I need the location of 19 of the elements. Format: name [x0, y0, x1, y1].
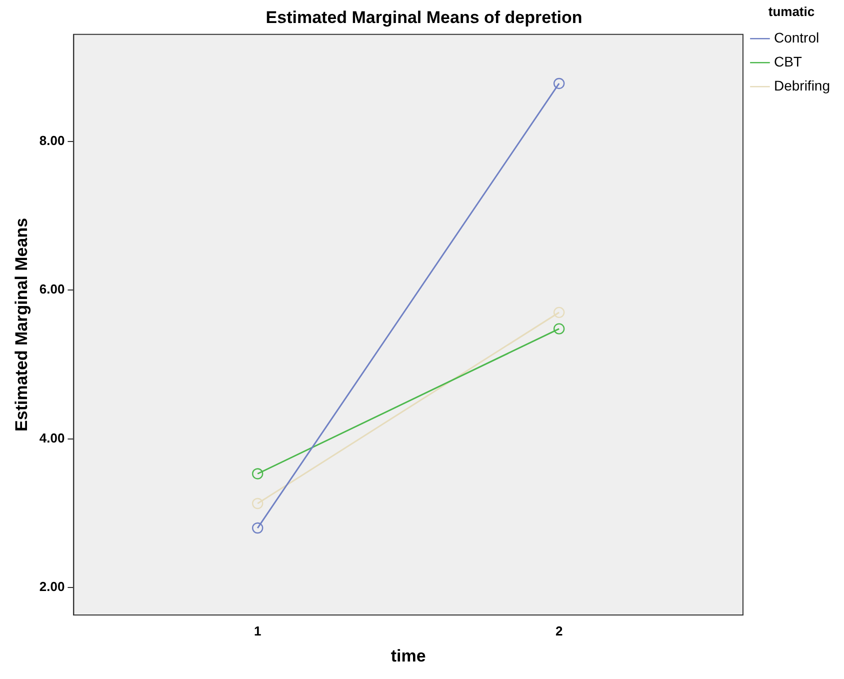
- x-tick-label: 1: [254, 623, 262, 638]
- point: [252, 468, 264, 480]
- y-tick-label: 8.00: [39, 133, 65, 148]
- y-tick-label: 4.00: [39, 430, 65, 446]
- legend-label: Debrifing: [774, 77, 830, 94]
- point: [553, 306, 565, 318]
- point: [252, 498, 264, 510]
- legend-label: CBT: [774, 53, 802, 70]
- chart-title: Estimated Marginal Means of depretion: [266, 8, 582, 27]
- x-tick-label: 2: [555, 623, 563, 638]
- y-tick-label: 6.00: [39, 282, 65, 297]
- y-tick-label: 2.00: [39, 579, 65, 594]
- y-axis-title: Estimated Marginal Means: [12, 218, 31, 432]
- point: [553, 323, 565, 334]
- x-axis-title: time: [390, 646, 426, 666]
- point: [252, 522, 264, 534]
- point: [553, 78, 565, 90]
- legend-title: tumatic: [768, 4, 815, 20]
- legend-label: Control: [774, 29, 820, 46]
